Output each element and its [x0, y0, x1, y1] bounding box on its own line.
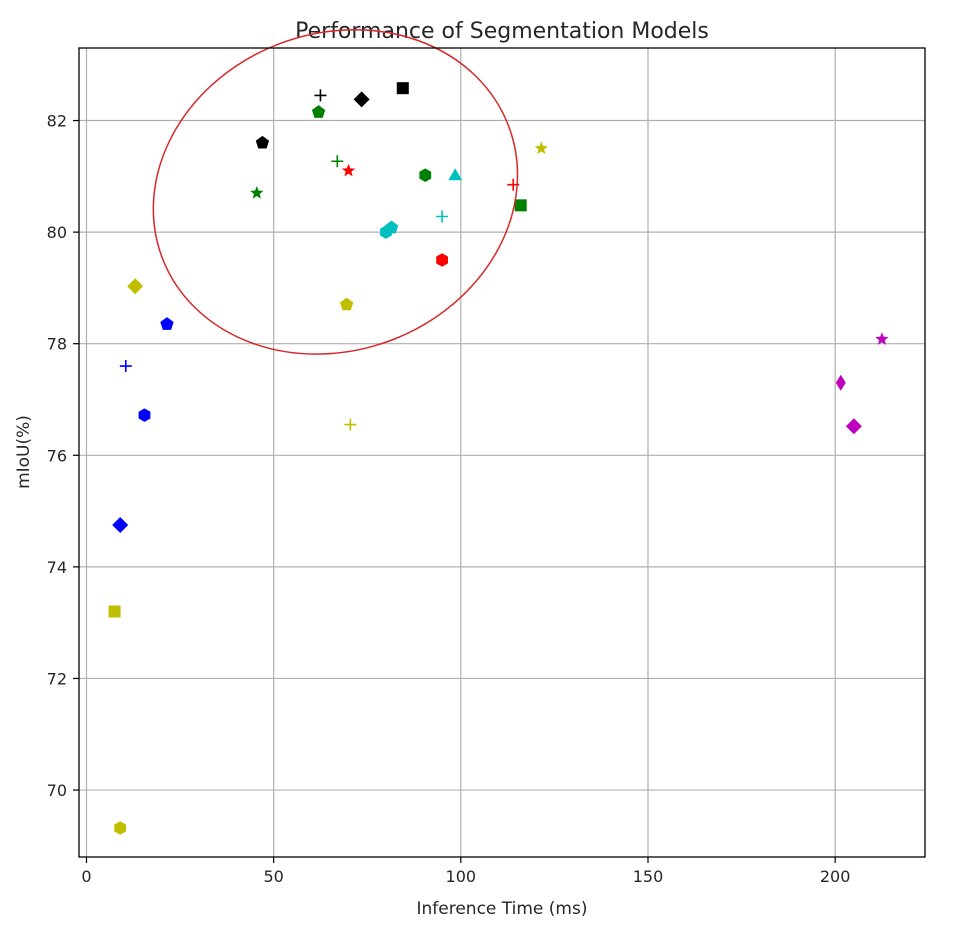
x-tick-label: 0: [81, 867, 91, 886]
x-axis-ticks: 0 50 100 150 200: [81, 857, 850, 886]
x-tick-label: 50: [263, 867, 283, 886]
y-tick-label: 76: [47, 446, 67, 465]
data-point-pentagon: [339, 297, 354, 311]
x-tick-label: 100: [446, 867, 477, 886]
data-point-hexagon: [114, 821, 127, 835]
y-axis-label: mIoU(%): [14, 415, 34, 489]
y-tick-label: 72: [47, 669, 67, 688]
data-point-diamond: [353, 91, 370, 108]
data-point-triangle: [448, 168, 463, 181]
data-point-plus: [314, 89, 327, 102]
data-point-pentagon: [255, 135, 270, 149]
highlight-ellipse: [152, 29, 519, 355]
y-tick-label: 74: [47, 558, 67, 577]
y-tick-label: 80: [47, 223, 67, 242]
y-tick-label: 82: [47, 112, 67, 131]
data-point-diamond: [845, 418, 862, 435]
data-point-pentagon: [311, 105, 326, 118]
x-tick-label: 200: [820, 867, 851, 886]
data-point-diamond: [127, 278, 144, 295]
data-point-diamond: [112, 517, 129, 534]
data-point-star: [534, 141, 548, 155]
data-point-hexagon: [419, 168, 432, 183]
annotation-layer: [152, 29, 519, 355]
x-axis-label: Inference Time (ms): [417, 899, 588, 919]
y-axis-ticks: 70 72 74 76 78 80 82: [47, 112, 79, 800]
y-tick-label: 78: [47, 335, 67, 354]
data-points: [108, 82, 889, 835]
x-tick-label: 150: [633, 867, 664, 886]
data-point-pentagon: [160, 317, 174, 330]
data-point-square: [396, 82, 409, 95]
plot-area-frame: [78, 47, 926, 858]
data-point-plus: [436, 210, 449, 223]
data-point-thin_diamond: [835, 374, 846, 391]
data-point-star: [875, 332, 889, 345]
data-point-plus: [119, 360, 132, 373]
data-point-plus: [331, 155, 344, 168]
data-point-square: [514, 199, 527, 212]
data-point-hexagon: [138, 408, 151, 422]
data-point-plus: [344, 418, 357, 431]
data-point-hexagon: [436, 253, 448, 267]
grid: [79, 48, 925, 857]
data-point-star: [341, 163, 356, 177]
y-tick-label: 70: [47, 781, 67, 800]
data-point-star: [250, 186, 264, 199]
data-point-square: [108, 605, 121, 618]
data-point-hexagon: [380, 225, 392, 239]
chart-title: Performance of Segmentation Models: [295, 19, 709, 44]
